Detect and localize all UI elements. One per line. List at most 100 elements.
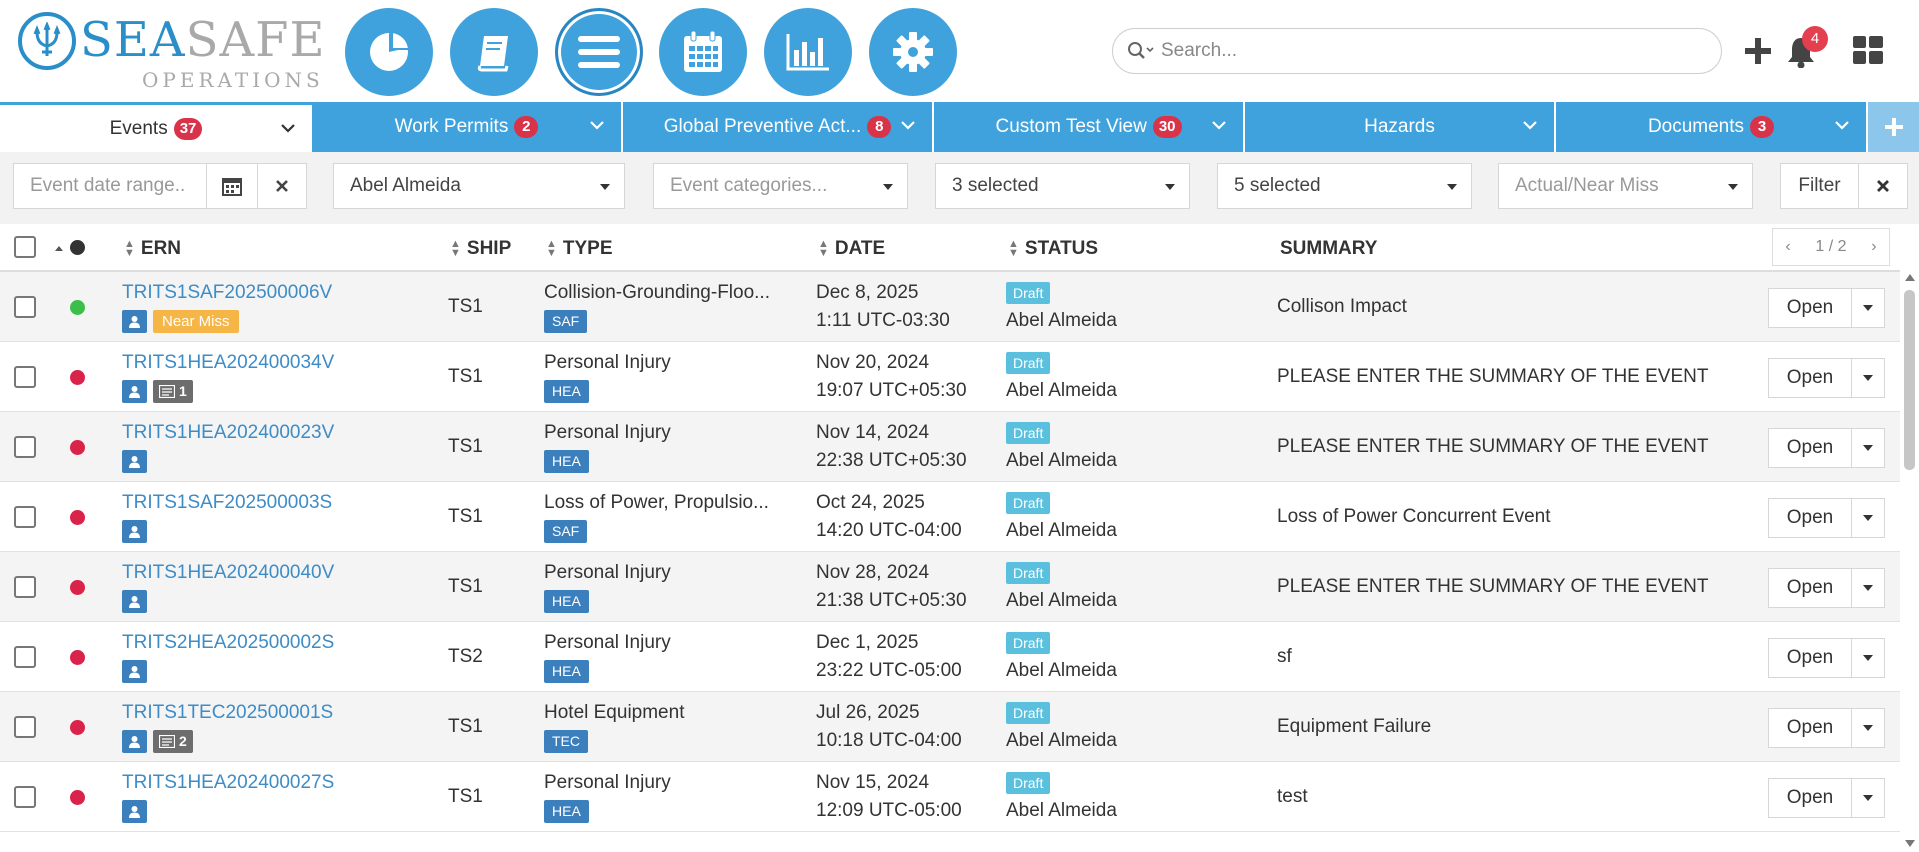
open-options-dropdown[interactable] [1851,778,1885,818]
next-page-button[interactable]: › [1871,238,1877,255]
event-categories-select[interactable]: Event categories... [653,163,908,209]
nav-settings-button[interactable] [869,8,957,96]
ern-link[interactable]: TRITS1HEA202400034V [122,352,335,373]
multi-select-a[interactable]: 3 selected [935,163,1190,209]
nav-dashboard-button[interactable] [345,8,433,96]
table-row[interactable]: TRITS1SAF202500006V Near Miss TS1 Collision… [0,272,1900,342]
table-row[interactable]: TRITS1SAF202500003S TS1 Loss of Power, Pro… [0,482,1900,552]
column-label: STATUS [1024,238,1099,259]
search-icon[interactable] [1127,41,1155,61]
open-button[interactable]: Open [1768,778,1852,818]
ern-link[interactable]: TRITS1SAF202500003S [122,492,333,513]
chevron-down-icon[interactable] [280,123,296,133]
scroll-down-arrow[interactable] [1905,840,1915,847]
row-checkbox[interactable] [14,296,36,318]
chevron-down-icon[interactable] [1834,120,1850,130]
close-icon [1877,180,1889,192]
status-dot-sort[interactable] [54,240,85,255]
ern-link[interactable]: TRITS2HEA202500002S [122,632,335,653]
actual-near-miss-select[interactable]: Actual/Near Miss [1498,163,1753,209]
prev-page-button[interactable]: ‹ [1785,238,1791,255]
event-date-range-input[interactable]: Event date range.. [13,163,207,209]
ern-link[interactable]: TRITS1SAF202500006V [122,282,333,303]
nav-reports-button[interactable] [764,8,852,96]
open-button[interactable]: Open [1768,708,1852,748]
multi-select-b[interactable]: 5 selected [1217,163,1472,209]
select-all-checkbox[interactable] [14,236,36,258]
apps-grid-button[interactable] [1853,36,1883,70]
page-indicator: 1 / 2 [1815,238,1847,255]
plus-icon [1745,38,1771,64]
time-cell: 21:38 UTC+05:30 [816,590,967,611]
open-button[interactable]: Open [1768,288,1852,328]
owner-select[interactable]: Abel Almeida [333,163,625,209]
attachment-count-badge: 2 [153,730,193,753]
scroll-up-arrow[interactable] [1905,274,1915,281]
seasafe-logo[interactable]: SEASAFE OPERATIONS [18,12,324,92]
sort-icon: ▲ ▼ [546,238,557,259]
table-row[interactable]: TRITS1HEA202400040V TS1 Personal Injury HEA… [0,552,1900,622]
open-options-dropdown[interactable] [1851,638,1885,678]
clear-filters-button[interactable] [1858,163,1908,209]
open-options-dropdown[interactable] [1851,358,1885,398]
nav-menu-button[interactable] [555,8,643,96]
type-cell: Personal Injury [544,562,671,583]
tab-documents[interactable]: Documents 3 [1556,102,1868,152]
type-cell: Hotel Equipment [544,702,685,723]
open-button[interactable]: Open [1768,428,1852,468]
nav-calendar-button[interactable] [659,8,747,96]
calendar-picker-button[interactable] [206,163,258,209]
tab-work-permits[interactable]: Work Permits 2 [312,102,623,152]
scroll-thumb[interactable] [1904,290,1915,470]
search-bar[interactable] [1112,28,1722,74]
add-button[interactable] [1745,38,1771,70]
open-button[interactable]: Open [1768,498,1852,538]
chevron-down-icon[interactable] [900,120,916,130]
row-checkbox[interactable] [14,786,36,808]
vertical-scrollbar[interactable] [1900,272,1919,852]
add-tab-button[interactable] [1868,102,1919,152]
column-ship[interactable]: ▲ ▼ SHIP [450,238,511,260]
open-button[interactable]: Open [1768,568,1852,608]
table-row[interactable]: TRITS1HEA202400023V TS1 Personal Injury HEA… [0,412,1900,482]
chevron-down-icon[interactable] [1522,120,1538,130]
table-row[interactable]: TRITS1HEA202400034V 1 TS1 Personal Injury HE… [0,342,1900,412]
ern-link[interactable]: TRITS1TEC202500001S [122,702,334,723]
chevron-down-icon[interactable] [1211,120,1227,130]
row-checkbox[interactable] [14,646,36,668]
tab-events[interactable]: Events 37 [0,102,312,152]
nav-logbook-button[interactable] [450,8,538,96]
chevron-down-icon[interactable] [589,120,605,130]
column-ern[interactable]: ▲ ▼ ERN [124,238,181,260]
ern-link[interactable]: TRITS1HEA202400023V [122,422,335,443]
row-checkbox[interactable] [14,716,36,738]
row-checkbox[interactable] [14,506,36,528]
summary-cell: PLEASE ENTER THE SUMMARY OF THE EVENT [1277,366,1709,387]
column-type[interactable]: ▲ ▼ TYPE [546,238,613,260]
table-row[interactable]: TRITS1HEA202400027S TS1 Personal Injury HEA… [0,762,1900,832]
filter-button[interactable]: Filter [1780,163,1859,209]
column-status[interactable]: ▲ ▼ STATUS [1008,238,1098,260]
open-options-dropdown[interactable] [1851,708,1885,748]
open-button[interactable]: Open [1768,638,1852,678]
search-input[interactable] [1161,40,1681,62]
table-row[interactable]: TRITS2HEA202500002S TS2 Personal Injury HEA… [0,622,1900,692]
ern-link[interactable]: TRITS1HEA202400040V [122,562,335,583]
row-checkbox[interactable] [14,366,36,388]
open-options-dropdown[interactable] [1851,288,1885,328]
row-checkbox[interactable] [14,436,36,458]
open-button[interactable]: Open [1768,358,1852,398]
tab-global-preventive-actions[interactable]: Global Preventive Act... 8 [623,102,934,152]
open-options-dropdown[interactable] [1851,428,1885,468]
open-options-dropdown[interactable] [1851,498,1885,538]
grid-icon [1853,36,1883,64]
tab-custom-test-view[interactable]: Custom Test View 30 [934,102,1245,152]
table-row[interactable]: TRITS1TEC202500001S 2 TS1 Hotel Equipment TE… [0,692,1900,762]
column-date[interactable]: ▲ ▼ DATE [818,238,885,260]
clear-date-button[interactable] [257,163,307,209]
row-checkbox[interactable] [14,576,36,598]
tab-hazards[interactable]: Hazards [1245,102,1556,152]
open-options-dropdown[interactable] [1851,568,1885,608]
caret-down-icon [1447,184,1457,190]
ern-link[interactable]: TRITS1HEA202400027S [122,772,335,793]
